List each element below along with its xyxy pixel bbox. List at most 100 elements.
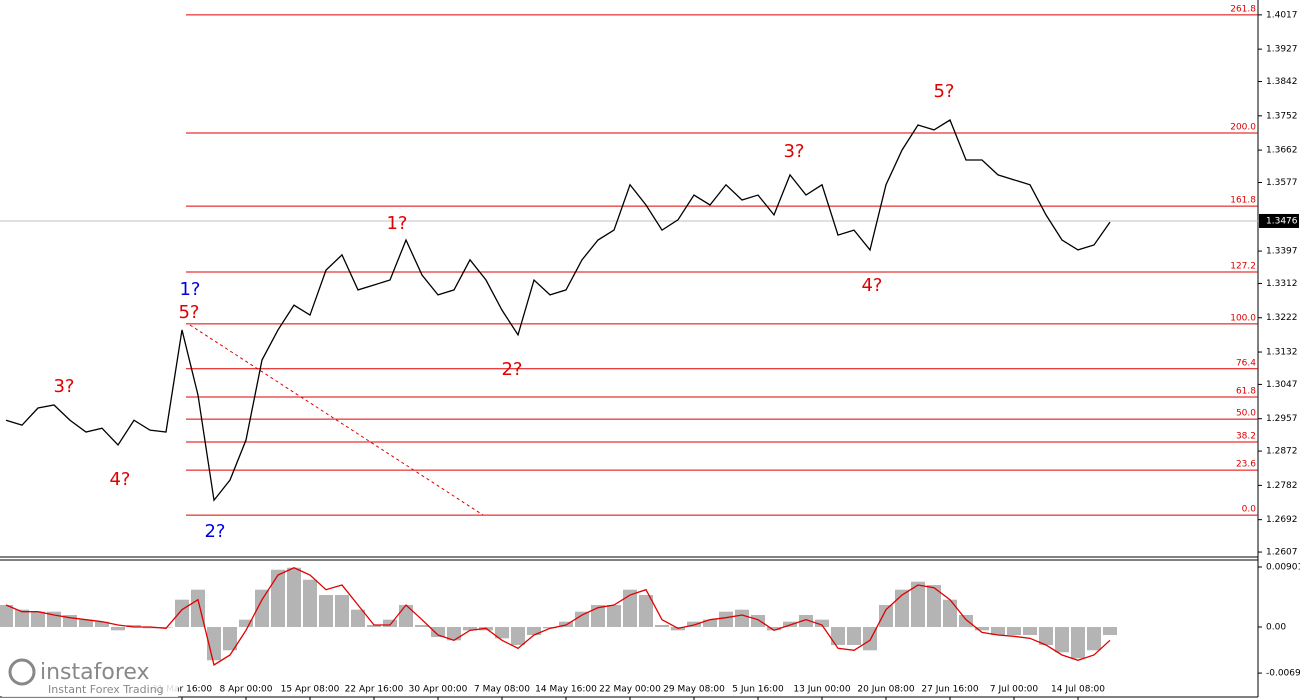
macd-bar bbox=[991, 627, 1005, 635]
macd-bar bbox=[367, 625, 381, 628]
logo-tagline: Instant Forex Trading bbox=[48, 683, 164, 696]
x-tick-label: 20 Jun 08:00 bbox=[857, 685, 914, 695]
x-tick-label: 29 May 08:00 bbox=[663, 685, 725, 695]
trend-line bbox=[189, 324, 484, 516]
macd-bar bbox=[943, 599, 957, 628]
x-tick-label: 7 Jul 00:00 bbox=[990, 685, 1039, 695]
macd-bar bbox=[431, 627, 445, 637]
macd-bar bbox=[1023, 627, 1037, 635]
macd-bar bbox=[399, 605, 413, 628]
y-tick-label: 1.3132 bbox=[1266, 348, 1298, 358]
macd-bar bbox=[223, 627, 237, 651]
wave-label: 4? bbox=[861, 275, 882, 296]
macd-bar bbox=[79, 619, 93, 628]
macd-bar bbox=[719, 611, 733, 628]
macd-bar bbox=[959, 615, 973, 628]
macd-bar bbox=[159, 627, 173, 628]
macd-bar bbox=[735, 609, 749, 628]
fib-label: 261.8 bbox=[1230, 4, 1256, 14]
macd-bar bbox=[1039, 627, 1053, 645]
x-tick-label: 13 Jun 00:00 bbox=[793, 685, 850, 695]
wave-label: 2? bbox=[501, 359, 522, 380]
macd-bar bbox=[639, 595, 653, 628]
fib-label: 50.0 bbox=[1236, 409, 1256, 419]
macd-bar bbox=[655, 625, 669, 628]
fib-label: 38.2 bbox=[1236, 431, 1256, 441]
wave-label: 5? bbox=[178, 302, 199, 323]
fib-label: 100.0 bbox=[1230, 313, 1256, 323]
x-tick-label: 15 Apr 08:00 bbox=[281, 685, 340, 695]
macd-bar bbox=[351, 609, 365, 628]
y-tick-label: 1.2872 bbox=[1266, 447, 1298, 457]
y-tick-label: 1.3662 bbox=[1266, 146, 1298, 156]
wave-label: 4? bbox=[109, 469, 130, 490]
macd-bar bbox=[63, 615, 77, 628]
x-tick-label: 7 May 08:00 bbox=[474, 685, 530, 695]
x-tick-label: 14 May 16:00 bbox=[535, 685, 597, 695]
macd-bar bbox=[95, 621, 109, 628]
macd-bar bbox=[767, 627, 781, 631]
macd-bar bbox=[975, 627, 989, 631]
logo-bg bbox=[2, 655, 178, 697]
macd-bar bbox=[383, 619, 397, 628]
x-tick-label: 31 Mar 16:00 bbox=[152, 685, 212, 695]
macd-bar bbox=[0, 605, 13, 628]
x-tick-label: 22 Apr 16:00 bbox=[345, 685, 404, 695]
fib-label: 76.4 bbox=[1236, 358, 1256, 368]
macd-bar bbox=[1071, 627, 1085, 659]
y-tick-label: 1.3222 bbox=[1266, 313, 1298, 323]
price-line bbox=[5, 119, 1111, 502]
macd-bar bbox=[127, 625, 141, 628]
macd-bar bbox=[1087, 627, 1101, 651]
x-tick-label: 22 May 00:00 bbox=[599, 685, 661, 695]
macd-bar bbox=[31, 611, 45, 628]
y-tick-label: 1.3752 bbox=[1266, 111, 1298, 121]
macd-bar bbox=[831, 627, 845, 645]
x-tick-label: 8 Apr 00:00 bbox=[220, 685, 273, 695]
macd-bar bbox=[143, 627, 157, 629]
macd-bar bbox=[927, 585, 941, 628]
fib-label: 161.8 bbox=[1230, 196, 1256, 206]
logo-icon bbox=[8, 658, 36, 686]
macd-bar bbox=[447, 627, 461, 641]
macd-bar bbox=[191, 589, 205, 628]
y-tick-label: 0.00 bbox=[1266, 623, 1286, 633]
wave-label: 1? bbox=[386, 213, 407, 234]
x-tick-label: 5 Jun 16:00 bbox=[732, 685, 784, 695]
fib-label: 0.0 bbox=[1242, 505, 1257, 515]
macd-bar bbox=[623, 589, 637, 628]
macd-bar bbox=[495, 627, 509, 639]
last-price-label: 1.3476 bbox=[1266, 216, 1298, 226]
macd-bar bbox=[239, 619, 253, 628]
macd-bar bbox=[543, 627, 557, 629]
macd-bar bbox=[335, 595, 349, 628]
fib-label: 23.6 bbox=[1236, 460, 1256, 470]
y-tick-label: 1.3312 bbox=[1266, 279, 1298, 289]
macd-bar bbox=[1055, 627, 1069, 653]
wave-label: 3? bbox=[783, 141, 804, 162]
wave-label: 1? bbox=[179, 279, 200, 300]
wave-label: 2? bbox=[204, 521, 225, 542]
macd-bar bbox=[703, 619, 717, 628]
macd-bar bbox=[287, 567, 301, 628]
macd-bar bbox=[175, 599, 189, 628]
y-tick-label: 1.3842 bbox=[1266, 77, 1298, 87]
macd-bar bbox=[799, 615, 813, 628]
y-tick-label: 1.2607 bbox=[1266, 548, 1298, 558]
y-tick-label: 1.3047 bbox=[1266, 380, 1298, 390]
macd-bar bbox=[1007, 627, 1021, 635]
last-price-box bbox=[1259, 213, 1299, 228]
y-tick-label: 1.2782 bbox=[1266, 481, 1298, 491]
x-tick-label: 27 Jun 16:00 bbox=[921, 685, 978, 695]
macd-bar bbox=[15, 609, 29, 628]
y-tick-label: 1.3577 bbox=[1266, 178, 1298, 188]
macd-bar bbox=[255, 589, 269, 628]
logo-name: instaforex bbox=[40, 660, 150, 685]
y-tick-label: 0.00901 bbox=[1266, 562, 1300, 572]
signal-line bbox=[5, 567, 1111, 666]
y-tick-label: 1.3397 bbox=[1266, 247, 1298, 257]
fib-label: 200.0 bbox=[1230, 122, 1256, 132]
macd-bar bbox=[111, 627, 125, 631]
